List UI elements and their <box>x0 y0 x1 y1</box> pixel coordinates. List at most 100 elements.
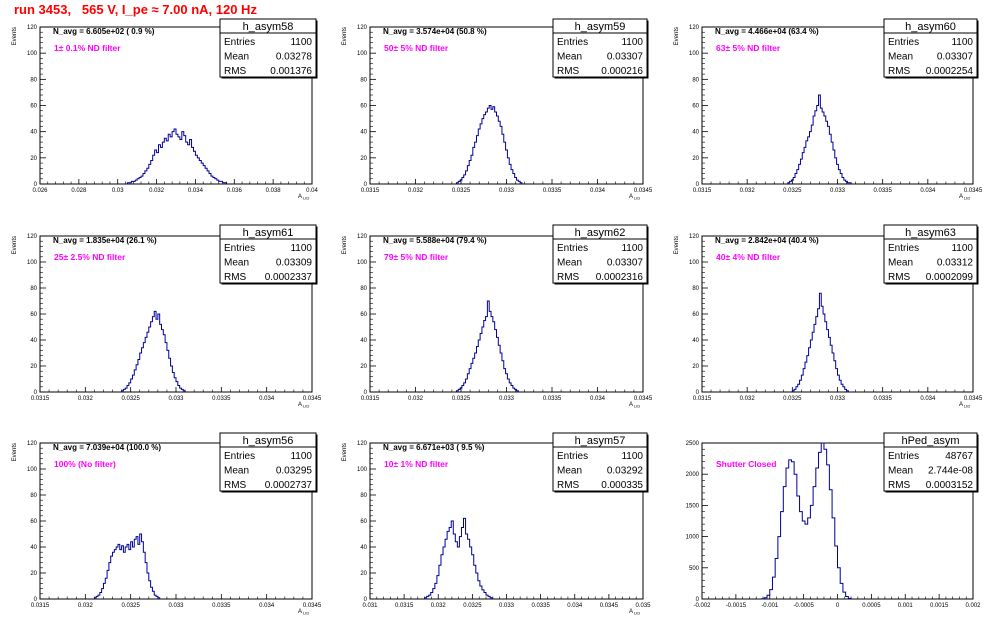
y-tick-label: 120 <box>357 234 368 240</box>
x-tick-label: 0.034 <box>590 188 606 194</box>
y-tick-label: 80 <box>30 493 37 499</box>
stats-value: 0.000335 <box>601 480 643 491</box>
x-tick-label: 0.038 <box>266 188 282 194</box>
x-axis-label: ALID <box>298 609 309 616</box>
x-tick-label: 0.0325 <box>463 603 482 609</box>
x-tick-label: 0.0315 <box>361 396 380 402</box>
stats-value: 1100 <box>951 37 973 48</box>
stats-box: h_asym59 Entries 1100 Mean 0.03307 RMS 0.00021… <box>552 18 649 79</box>
y-axis-label: Events <box>12 236 18 254</box>
x-tick-label: 0.032 <box>408 188 424 194</box>
navg-label: N_avg = 7.039e+04 (100.0 %) <box>53 443 161 452</box>
y-tick-label: 0 <box>34 182 38 188</box>
stats-label: Mean <box>224 52 249 63</box>
filter-label: 100% (No filter) <box>54 459 116 469</box>
stats-value: 0.03312 <box>937 258 974 269</box>
stats-value: 0.03307 <box>607 52 644 63</box>
stats-value: 0.03307 <box>937 52 974 63</box>
x-tick-label: 0.033 <box>168 396 184 402</box>
stats-value: 0.000216 <box>601 66 643 77</box>
x-tick-label: 0.0325 <box>783 396 802 402</box>
x-tick-label: 0.032 <box>149 188 165 194</box>
x-tick-label: 0.033 <box>830 396 846 402</box>
stats-label: Entries <box>224 243 255 254</box>
histogram-line <box>455 300 519 392</box>
y-tick-label: 120 <box>357 25 368 31</box>
x-tick-label: 0.0335 <box>873 396 892 402</box>
histogram-panel-h_asym60: 0.0315 0.032 0.0325 0.033 0.0335 0.034 0.0345 0… <box>674 18 983 201</box>
y-axis-label: Events <box>342 443 348 461</box>
x-axis-label: ALID <box>298 402 309 409</box>
y-tick-label: 100 <box>27 51 38 57</box>
y-tick-label: 100 <box>357 467 368 473</box>
filter-label: 1± 0.1% ND filter <box>54 43 121 53</box>
stats-value: 0.0002316 <box>596 272 644 283</box>
y-tick-label: 2500 <box>686 441 700 447</box>
y-tick-label: 80 <box>30 286 37 292</box>
stats-value: 0.0002737 <box>265 480 313 491</box>
histogram-name: h_asym57 <box>575 435 626 447</box>
histogram-panel-h_asym58: 0.026 0.028 0.03 0.032 0.034 0.036 0.038 0.04 0 2… <box>12 18 318 201</box>
histogram-panel-h_asym61: 0.0315 0.032 0.0325 0.033 0.0335 0.034 0.0345 0… <box>12 224 322 409</box>
stats-label: RMS <box>888 272 911 283</box>
y-tick-label: 60 <box>30 104 37 110</box>
histogram-line <box>791 292 849 392</box>
stats-label: Entries <box>557 451 588 462</box>
x-tick-label: 0.0335 <box>873 188 892 194</box>
stats-label: RMS <box>557 66 580 77</box>
y-tick-label: 20 <box>30 364 37 370</box>
stats-value: 1100 <box>951 243 973 254</box>
histogram-line <box>121 310 186 392</box>
filter-label: 25± 2.5% ND filter <box>54 252 126 262</box>
histogram-line <box>424 517 493 599</box>
x-tick-label: 0.0325 <box>452 396 471 402</box>
y-tick-label: 60 <box>30 519 37 525</box>
stats-value: 0.03278 <box>276 52 313 63</box>
x-tick-label: 0.0345 <box>634 188 653 194</box>
y-tick-label: 100 <box>689 51 700 57</box>
stats-box: h_asym57 Entries 1100 Mean 0.03292 RMS 0.00033… <box>552 432 649 493</box>
y-tick-label: 100 <box>689 260 700 266</box>
x-tick-label: 0.0345 <box>964 396 983 402</box>
y-tick-label: 20 <box>360 156 367 162</box>
y-tick-label: 20 <box>692 364 699 370</box>
stats-value: 1100 <box>621 451 643 462</box>
y-tick-label: 80 <box>30 77 37 83</box>
y-tick-label: 0 <box>696 390 700 396</box>
histogram-name: h_asym59 <box>575 21 626 33</box>
y-tick-label: 80 <box>360 286 367 292</box>
y-tick-label: 40 <box>692 130 699 136</box>
x-tick-label: 0.032 <box>740 188 756 194</box>
y-tick-label: 60 <box>30 312 37 318</box>
stats-value: 0.0002099 <box>926 272 974 283</box>
x-tick-label: 0.001 <box>898 603 914 609</box>
y-tick-label: 120 <box>357 441 368 447</box>
y-tick-label: 100 <box>27 467 38 473</box>
histogram-name: h_asym61 <box>243 227 294 239</box>
stats-value: 0.001376 <box>270 66 312 77</box>
x-tick-label: 0.0315 <box>693 396 712 402</box>
x-tick-label: 0.0335 <box>212 396 231 402</box>
navg-label: N_avg = 2.842e+04 (40.4 %) <box>715 236 819 245</box>
x-tick-label: 0.034 <box>259 396 275 402</box>
filter-label: 79± 5% ND filter <box>384 252 449 262</box>
y-tick-label: 120 <box>689 25 700 31</box>
y-axis-label: Events <box>342 236 348 254</box>
histogram-panel-h_asym57: 0.031 0.0315 0.032 0.0325 0.033 0.0335 0.034 0.… <box>342 432 651 616</box>
stats-box: hPed_asym Entries 48767 Mean 2.744e-08 RMS 0.0… <box>883 432 979 493</box>
y-tick-label: 20 <box>30 156 37 162</box>
x-tick-label: 0.0315 <box>31 396 50 402</box>
x-tick-label: 0.0325 <box>121 396 140 402</box>
stats-value: 0.03295 <box>276 466 313 477</box>
stats-value: 48767 <box>945 451 973 462</box>
stats-label: Mean <box>557 52 582 63</box>
stats-box: h_asym62 Entries 1100 Mean 0.03307 RMS 0.00023… <box>552 224 649 285</box>
y-tick-label: 80 <box>360 493 367 499</box>
x-tick-label: 0.034 <box>590 396 606 402</box>
y-tick-label: 500 <box>689 566 700 572</box>
x-tick-label: 0.032 <box>408 396 424 402</box>
stats-box: h_asym61 Entries 1100 Mean 0.03309 RMS 0.00023… <box>219 224 318 285</box>
x-tick-label: 0.0335 <box>212 603 231 609</box>
y-tick-label: 2000 <box>686 472 700 478</box>
